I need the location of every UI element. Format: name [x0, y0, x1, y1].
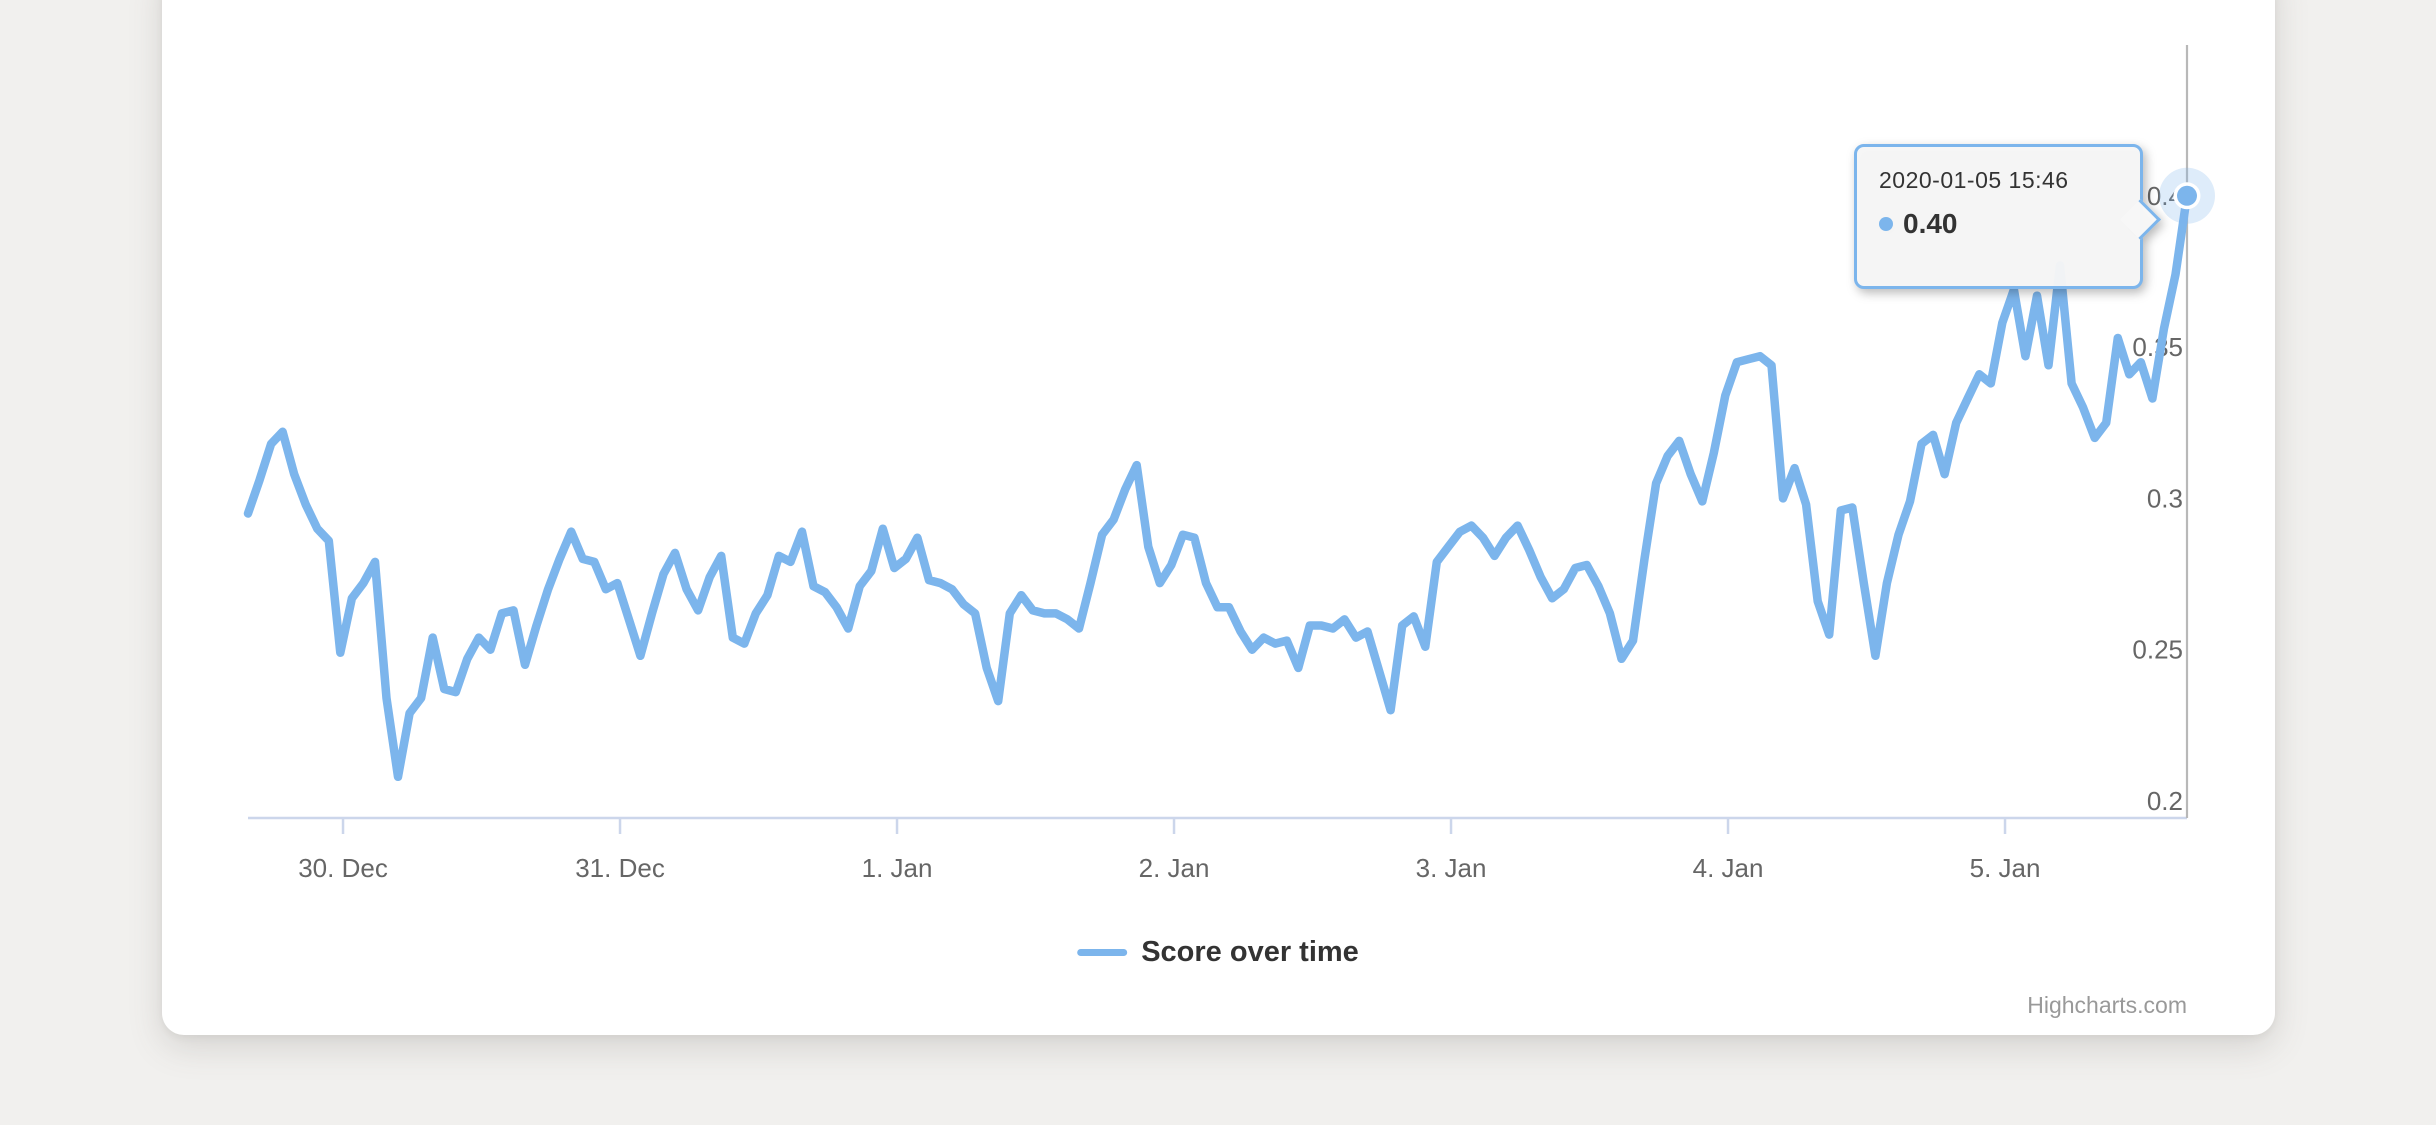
y-tick-label: 0.25 [2132, 635, 2183, 665]
legend-item-score-over-time[interactable]: Score over time [1077, 936, 1359, 969]
x-tick-label: 5. Jan [1970, 853, 2041, 883]
x-tick-label: 31. Dec [575, 853, 665, 883]
tooltip-value-row: 0.40 [1879, 208, 2140, 240]
point-marker[interactable] [2177, 185, 2197, 206]
x-tick-label: 3. Jan [1416, 853, 1487, 883]
series-line-score-over-time[interactable] [243, 191, 2192, 782]
y-tick-label: 0.3 [2147, 483, 2183, 513]
legend: Score over time [1077, 936, 1359, 969]
legend-line-symbol [1077, 949, 1128, 956]
y-tick-label: 0.2 [2147, 786, 2183, 816]
x-tick-label: 30. Dec [298, 853, 388, 883]
tooltip-value: 0.40 [1903, 208, 1958, 239]
legend-label: Score over time [1141, 936, 1359, 968]
tooltip-timestamp: 2020-01-05 15:46 [1879, 167, 2069, 193]
tooltip: 2020-01-05 15:46 0.40 [1854, 144, 2162, 289]
x-tick-label: 2. Jan [1139, 853, 1210, 883]
x-tick-label: 4. Jan [1693, 853, 1764, 883]
x-tick-label: 1. Jan [862, 853, 933, 883]
highcharts-credits-link[interactable]: Highcharts.com [2027, 992, 2187, 1018]
series-bullet-icon [1879, 217, 1893, 231]
